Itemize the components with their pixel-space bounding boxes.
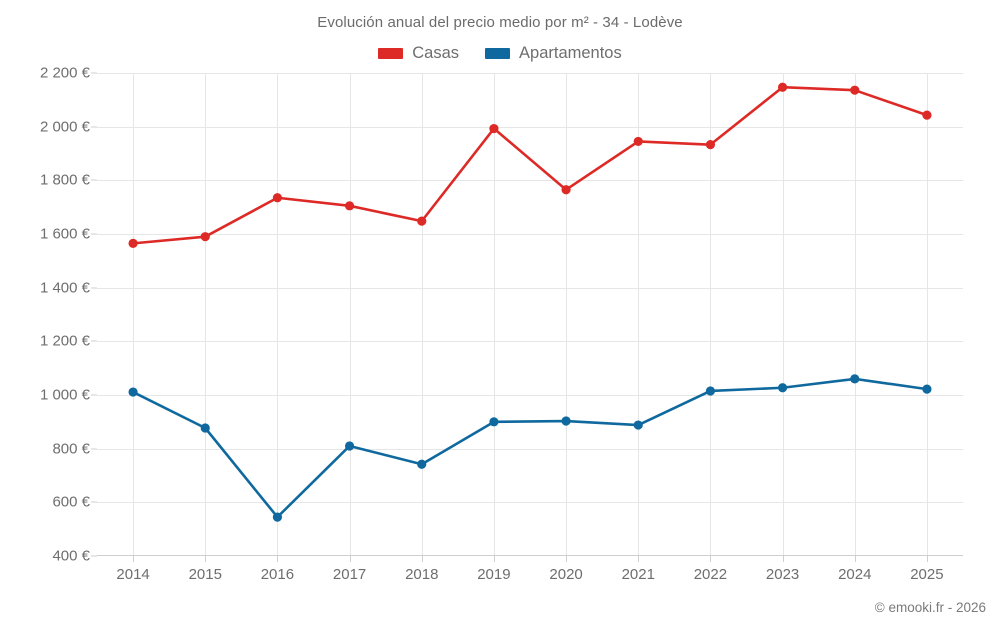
gridline-vertical xyxy=(566,73,568,556)
legend-swatch-apartamentos xyxy=(485,48,511,59)
x-axis-tick-mark xyxy=(638,556,640,562)
x-axis-tick-mark xyxy=(349,556,351,562)
gridline-horizontal xyxy=(97,502,963,504)
y-axis-tick-mark xyxy=(91,394,97,396)
x-axis-tick-mark xyxy=(854,556,856,562)
gridline-horizontal xyxy=(97,395,963,396)
y-axis-tick-mark xyxy=(91,179,97,181)
x-axis-tick-mark xyxy=(710,556,712,562)
y-axis-tick-label: 400 € xyxy=(52,547,90,565)
legend-swatch-casas xyxy=(378,48,404,59)
y-axis-tick-label: 2 000 € xyxy=(39,118,90,136)
y-axis-tick-label: 1 600 € xyxy=(39,225,90,243)
y-axis-tick-mark xyxy=(91,555,97,557)
legend-item-casas[interactable]: Casas xyxy=(378,44,459,63)
y-axis-tick-label: 1 200 € xyxy=(39,332,90,350)
gridline-vertical xyxy=(493,73,495,556)
gridline-vertical xyxy=(421,73,423,556)
x-axis-tick-label: 2014 xyxy=(116,566,150,583)
x-axis-tick-label: 2019 xyxy=(477,566,511,583)
x-axis-tick-label: 2022 xyxy=(693,566,728,583)
x-axis-tick-mark xyxy=(133,556,135,562)
gridline-vertical xyxy=(854,73,856,556)
y-axis-tick-mark xyxy=(91,501,97,503)
x-axis-tick-mark xyxy=(926,556,928,562)
legend-label-casas: Casas xyxy=(412,44,460,62)
legend-label-apartamentos: Apartamentos xyxy=(519,44,622,62)
y-axis-tick-label: 800 € xyxy=(52,440,90,458)
x-axis-tick-label: 2015 xyxy=(188,566,222,583)
x-axis-tick-label: 2016 xyxy=(260,566,295,583)
gridline-horizontal xyxy=(97,126,963,128)
x-axis-tick-label: 2023 xyxy=(765,566,800,583)
x-axis-tick-mark xyxy=(421,556,423,562)
gridline-horizontal xyxy=(97,341,963,343)
y-axis-tick-label: 1 000 € xyxy=(39,386,90,404)
y-axis-tick-label: 1 800 € xyxy=(39,171,90,189)
x-axis-tick-label: 2018 xyxy=(405,566,439,583)
x-axis-tick-label: 2017 xyxy=(332,566,367,583)
y-axis-tick-label: 600 € xyxy=(52,493,90,511)
copyright-credit: © emooki.fr - 2026 xyxy=(874,600,986,615)
gridline-vertical xyxy=(926,73,928,556)
gridline-vertical xyxy=(710,73,712,556)
gridline-horizontal xyxy=(97,448,963,450)
chart-title: Evolución anual del precio medio por m² … xyxy=(317,14,683,31)
y-axis-tick-mark xyxy=(91,340,97,342)
gridline-vertical xyxy=(277,73,279,556)
x-axis-line xyxy=(97,555,963,556)
gridline-vertical xyxy=(638,73,640,556)
y-axis-tick-mark xyxy=(91,126,97,128)
gridline-vertical xyxy=(349,73,351,556)
y-axis-tick-mark xyxy=(91,72,97,74)
y-axis-tick-mark xyxy=(91,287,97,289)
gridline-horizontal xyxy=(97,234,963,235)
x-axis-tick-mark xyxy=(277,556,279,562)
x-axis-tick-label: 2021 xyxy=(621,566,655,583)
gridline-vertical xyxy=(133,73,135,556)
gridline-horizontal xyxy=(97,180,963,182)
gridline-horizontal xyxy=(97,287,963,289)
x-axis-tick-label: 2025 xyxy=(910,566,944,583)
gridline-vertical xyxy=(782,73,784,556)
chart-legend: Casas Apartamentos xyxy=(0,44,1000,63)
plot-area xyxy=(97,73,963,556)
legend-item-apartamentos[interactable]: Apartamentos xyxy=(485,44,622,63)
x-axis-tick-mark xyxy=(782,556,784,562)
x-axis-tick-mark xyxy=(205,556,207,562)
x-axis-tick-mark xyxy=(493,556,495,562)
x-axis-tick-label: 2020 xyxy=(549,566,583,583)
y-axis-tick-mark xyxy=(91,233,97,235)
gridline-vertical xyxy=(205,73,207,556)
gridline-horizontal xyxy=(97,73,963,74)
x-axis-tick-mark xyxy=(566,556,568,562)
y-axis-tick-label: 1 400 € xyxy=(39,279,90,297)
x-axis-tick-label: 2024 xyxy=(838,566,872,583)
y-axis-tick-mark xyxy=(91,448,97,450)
y-axis-tick-label: 2 200 € xyxy=(39,64,90,82)
